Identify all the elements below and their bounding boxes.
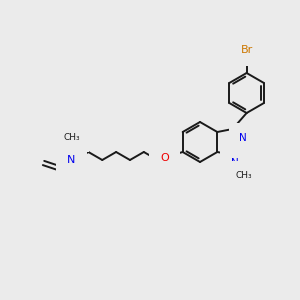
Text: CH₃: CH₃ [235, 170, 252, 179]
Text: Br: Br [241, 45, 253, 55]
Text: N: N [68, 155, 76, 165]
Text: N: N [239, 133, 247, 143]
Text: CH₃: CH₃ [63, 134, 80, 142]
Text: O: O [160, 153, 169, 163]
Text: N: N [231, 158, 239, 168]
